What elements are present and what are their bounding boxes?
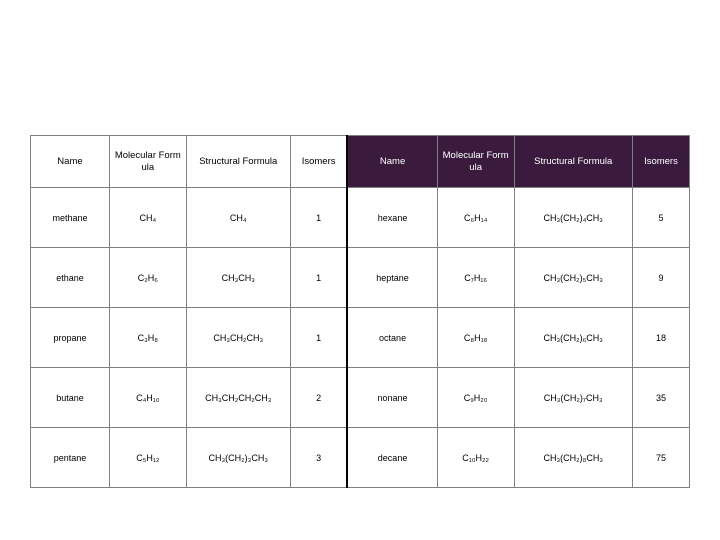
cell-name-right: heptane xyxy=(347,248,437,308)
cell-isomers-left: 1 xyxy=(290,248,347,308)
header-isomers-1: Isomers xyxy=(290,136,347,188)
cell-name-right: octane xyxy=(347,308,437,368)
cell-molecular-left: C₄H₁₀ xyxy=(109,368,186,428)
table-row: ethaneC₂H₆CH₃CH₃1heptaneC₇H₁₆CH₃(CH₂)₅CH… xyxy=(31,248,690,308)
cell-structural-left: CH₃(CH₂)₃CH₃ xyxy=(186,428,290,488)
header-name-1: Name xyxy=(31,136,110,188)
header-isomers-2: Isomers xyxy=(632,136,689,188)
cell-structural-left: CH₃CH₂CH₂CH₃ xyxy=(186,368,290,428)
cell-structural-right: CH₃(CH₂)₆CH₃ xyxy=(514,308,632,368)
cell-name-left: ethane xyxy=(31,248,110,308)
alkane-table: Name Molecular Form ula Structural Formu… xyxy=(30,135,690,488)
cell-name-left: propane xyxy=(31,308,110,368)
cell-structural-left: CH₃CH₃ xyxy=(186,248,290,308)
cell-isomers-left: 1 xyxy=(290,188,347,248)
cell-molecular-right: C₆H₁₄ xyxy=(437,188,514,248)
cell-structural-left: CH₃CH₂CH₃ xyxy=(186,308,290,368)
header-molecular-2: Molecular Form ula xyxy=(437,136,514,188)
cell-isomers-right: 9 xyxy=(632,248,689,308)
table-row: methaneCH₄CH₄1hexaneC₆H₁₄CH₃(CH₂)₄CH₃5 xyxy=(31,188,690,248)
table-row: pentaneC₅H₁₂CH₃(CH₂)₃CH₃3decaneC₁₀H₂₂CH₃… xyxy=(31,428,690,488)
cell-structural-left: CH₄ xyxy=(186,188,290,248)
alkane-table-container: Name Molecular Form ula Structural Formu… xyxy=(30,135,690,488)
header-molecular-1: Molecular Form ula xyxy=(109,136,186,188)
cell-molecular-left: C₂H₆ xyxy=(109,248,186,308)
table-body: methaneCH₄CH₄1hexaneC₆H₁₄CH₃(CH₂)₄CH₃5et… xyxy=(31,188,690,488)
cell-isomers-left: 3 xyxy=(290,428,347,488)
cell-molecular-left: C₃H₈ xyxy=(109,308,186,368)
cell-isomers-left: 2 xyxy=(290,368,347,428)
header-row: Name Molecular Form ula Structural Formu… xyxy=(31,136,690,188)
table-row: butaneC₄H₁₀CH₃CH₂CH₂CH₃2nonaneC₉H₂₀CH₃(C… xyxy=(31,368,690,428)
cell-structural-right: CH₃(CH₂)₄CH₃ xyxy=(514,188,632,248)
cell-isomers-right: 75 xyxy=(632,428,689,488)
header-structural-1: Structural Formula xyxy=(186,136,290,188)
cell-name-left: pentane xyxy=(31,428,110,488)
cell-molecular-right: C₇H₁₆ xyxy=(437,248,514,308)
cell-structural-right: CH₃(CH₂)₅CH₃ xyxy=(514,248,632,308)
header-name-2: Name xyxy=(347,136,437,188)
cell-structural-right: CH₃(CH₂)₈CH₃ xyxy=(514,428,632,488)
cell-molecular-right: C₁₀H₂₂ xyxy=(437,428,514,488)
cell-isomers-right: 35 xyxy=(632,368,689,428)
cell-structural-right: CH₃(CH₂)₇CH₃ xyxy=(514,368,632,428)
cell-molecular-left: CH₄ xyxy=(109,188,186,248)
cell-isomers-left: 1 xyxy=(290,308,347,368)
cell-molecular-right: C₉H₂₀ xyxy=(437,368,514,428)
table-row: propaneC₃H₈CH₃CH₂CH₃1octaneC₈H₁₈CH₃(CH₂)… xyxy=(31,308,690,368)
cell-molecular-left: C₅H₁₂ xyxy=(109,428,186,488)
header-structural-2: Structural Formula xyxy=(514,136,632,188)
cell-molecular-right: C₈H₁₈ xyxy=(437,308,514,368)
cell-isomers-right: 5 xyxy=(632,188,689,248)
cell-name-left: butane xyxy=(31,368,110,428)
cell-name-right: decane xyxy=(347,428,437,488)
cell-isomers-right: 18 xyxy=(632,308,689,368)
cell-name-left: methane xyxy=(31,188,110,248)
cell-name-right: nonane xyxy=(347,368,437,428)
cell-name-right: hexane xyxy=(347,188,437,248)
